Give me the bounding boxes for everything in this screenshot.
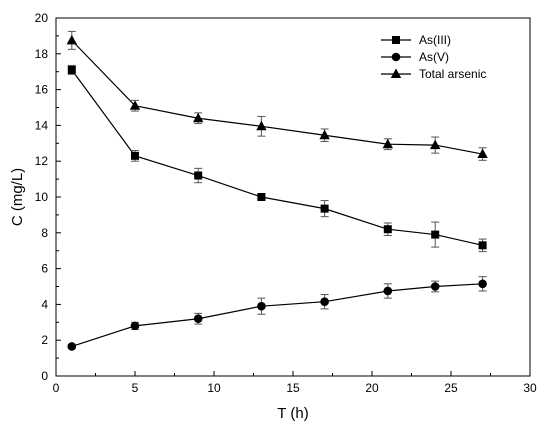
series-line xyxy=(71,39,483,155)
data-point xyxy=(256,120,267,131)
data-point xyxy=(129,100,141,110)
series-circle xyxy=(67,276,487,351)
x-tick-label: 25 xyxy=(444,381,458,395)
x-axis-ticks: 0 5 10 15 20 25 30 xyxy=(53,371,537,395)
legend-marker xyxy=(390,68,402,78)
data-point xyxy=(257,301,266,311)
data-point xyxy=(320,204,329,213)
x-tick-label: 15 xyxy=(286,381,300,395)
data-point xyxy=(431,230,440,239)
data-point xyxy=(193,112,204,123)
y-axis-title: C (mg/L) xyxy=(9,168,26,226)
data-point xyxy=(130,321,140,331)
y-tick-label: 10 xyxy=(35,190,49,204)
legend-marker xyxy=(391,52,401,62)
x-axis-title: T (h) xyxy=(277,405,308,422)
series-triangle xyxy=(66,30,488,161)
y-axis-ticks: 0 2 4 6 8 10 12 14 16 18 20 xyxy=(35,11,61,383)
data-point xyxy=(478,279,487,289)
data-point xyxy=(382,138,393,149)
data-point xyxy=(477,148,488,159)
y-tick-label: 4 xyxy=(41,297,48,311)
data-point xyxy=(194,171,203,180)
y-tick-label: 2 xyxy=(41,333,48,347)
series-layer xyxy=(66,30,488,351)
y-tick-label: 0 xyxy=(41,369,48,383)
y-tick-label: 8 xyxy=(41,226,48,240)
data-point xyxy=(430,139,441,150)
data-point xyxy=(67,65,76,74)
y-tick-label: 14 xyxy=(35,118,49,132)
data-point xyxy=(67,342,77,351)
legend-label: As(III) xyxy=(419,33,451,47)
data-point xyxy=(430,282,440,291)
data-point xyxy=(66,34,77,45)
data-point xyxy=(383,286,393,296)
y-tick-label: 6 xyxy=(41,262,48,276)
x-tick-label: 20 xyxy=(365,381,379,395)
legend-marker xyxy=(392,36,400,44)
legend-label: Total arsenic xyxy=(419,67,486,81)
x-tick-label: 5 xyxy=(132,381,139,395)
data-point xyxy=(193,314,203,324)
data-point xyxy=(478,241,487,250)
data-point xyxy=(320,297,329,307)
series-line xyxy=(71,69,483,246)
data-point xyxy=(131,151,139,160)
x-tick-label: 0 xyxy=(53,381,60,395)
y-tick-label: 12 xyxy=(35,154,49,168)
y-tick-label: 18 xyxy=(35,47,49,61)
x-tick-label: 30 xyxy=(523,381,537,395)
data-point xyxy=(319,129,330,140)
y-tick-label: 16 xyxy=(35,83,49,97)
series-line xyxy=(71,283,483,348)
data-point xyxy=(383,225,392,234)
data-point xyxy=(257,193,266,201)
x-tick-label: 10 xyxy=(207,381,221,395)
y-tick-label: 20 xyxy=(35,11,49,25)
legend-label: As(V) xyxy=(419,50,449,64)
series-square xyxy=(67,64,487,253)
legend: As(III) As(V) Total arsenic xyxy=(381,33,486,81)
